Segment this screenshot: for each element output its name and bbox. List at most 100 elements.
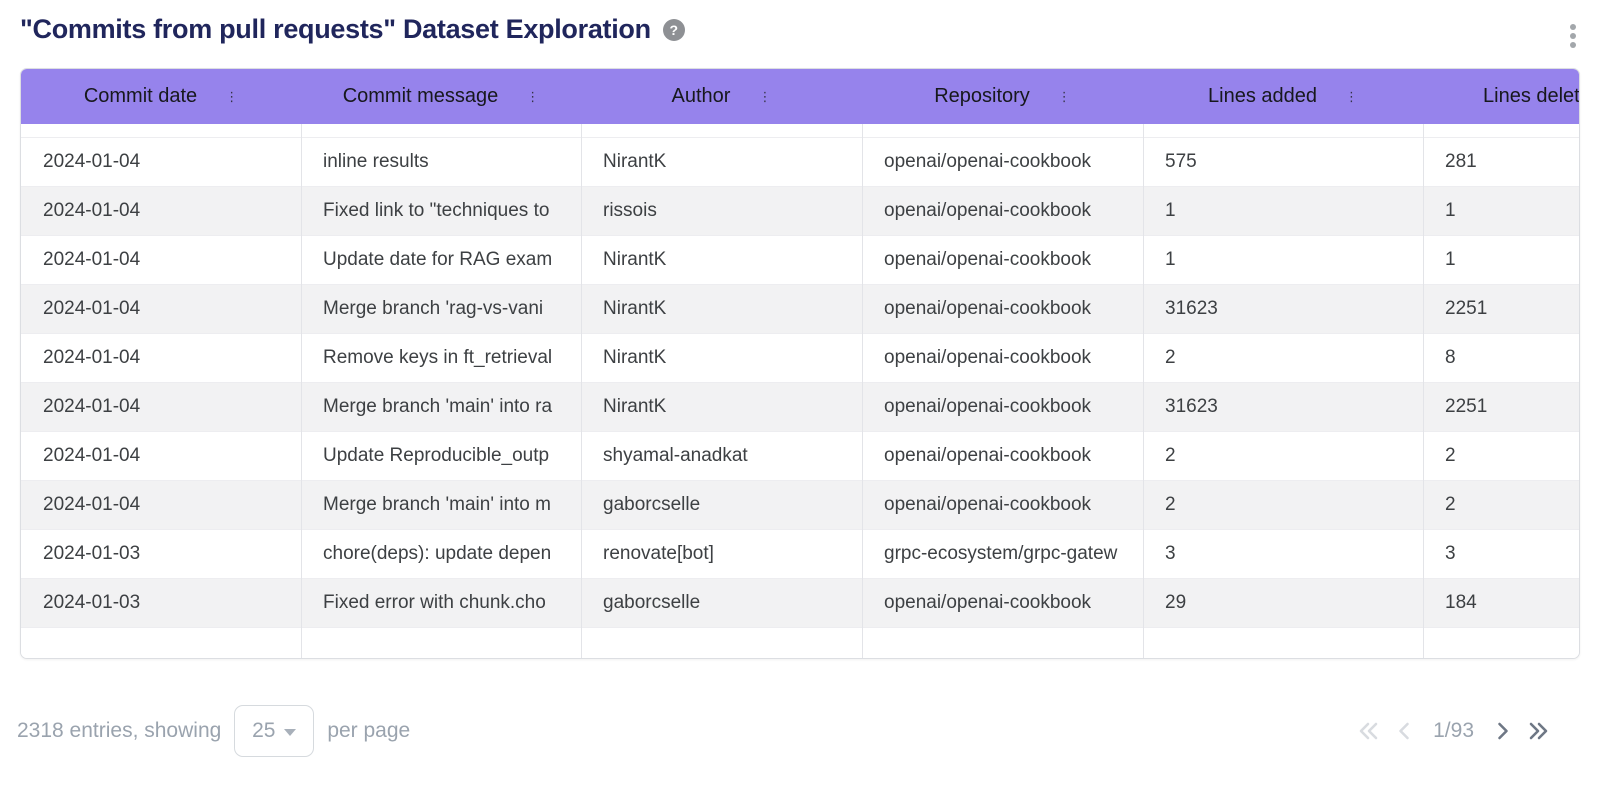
cell-lines-added: 31623	[1165, 396, 1218, 417]
cell-author: gaborcselle	[603, 494, 701, 515]
cell-author: renovate[bot]	[603, 543, 714, 564]
cell-lines-added: 31623	[1165, 298, 1218, 319]
table-row[interactable]: 2024-01-03 Fixed error with chunk.cho ga…	[21, 578, 1579, 627]
cell-repository: openai/openai-cookbook	[884, 396, 1092, 417]
column-menu-icon[interactable]: ⋮	[526, 89, 540, 104]
cell-lines-added: 2	[1165, 347, 1176, 368]
cell-commit-message: Update date for RAG exam	[323, 249, 553, 270]
cell-lines-deleted: 1	[1445, 249, 1456, 270]
cell-commit-date: 2024-01-04	[43, 494, 141, 515]
cell-lines-added: 29	[1165, 592, 1187, 613]
cell-author: NirantK	[603, 151, 667, 172]
cell-lines-deleted: 3	[1445, 543, 1456, 564]
cell-author: rissois	[603, 200, 657, 221]
cell-commit-message: chore(deps): update depen	[323, 543, 552, 564]
cell-author: NirantK	[603, 396, 667, 417]
cell-repository: openai/openai-cookbook	[884, 151, 1092, 172]
table-header-row: Commit date ⋮ Commit message ⋮ Author ⋮ …	[21, 69, 1579, 124]
cell-lines-added: 3	[1165, 543, 1176, 564]
column-menu-icon[interactable]: ⋮	[758, 89, 772, 104]
column-header-commit-date[interactable]: Commit date ⋮	[21, 69, 301, 124]
cell-commit-message: Merge branch 'rag-vs-vani	[323, 298, 544, 319]
table-row[interactable]: 2024-01-04 Update date for RAG exam Nira…	[21, 235, 1579, 284]
cell-lines-deleted: 1	[1445, 200, 1456, 221]
table-row[interactable]: 2024-01-04 Remove keys in ft_retrieval N…	[21, 333, 1579, 382]
cell-commit-date: 2024-01-03	[43, 592, 141, 613]
column-header-lines-deleted[interactable]: Lines deleted ⋮	[1423, 69, 1579, 124]
table-footer: 2318 entries, showing 25 per page 1/93	[0, 700, 1600, 762]
cell-commit-date: 2024-01-04	[43, 445, 141, 466]
table-row[interactable]: 2024-01-04 Fixed link to "techniques to …	[21, 186, 1579, 235]
cell-author: NirantK	[603, 298, 667, 319]
help-icon[interactable]: ?	[662, 18, 685, 41]
last-page-button[interactable]	[1526, 719, 1550, 743]
cell-commit-date: 2024-01-04	[43, 298, 141, 319]
cell-lines-deleted: 2251	[1445, 298, 1488, 319]
column-header-lines-added[interactable]: Lines added ⋮	[1143, 69, 1423, 124]
column-label: Commit message	[342, 85, 499, 107]
cell-lines-added: 2	[1165, 494, 1176, 515]
column-header-commit-message[interactable]: Commit message ⋮	[301, 69, 581, 124]
column-label: Repository	[934, 85, 1030, 107]
table-row[interactable]: 2024-01-04 Merge branch 'rag-vs-vani Nir…	[21, 284, 1579, 333]
table-row[interactable]: 2024-01-04 Merge branch 'main' into ra N…	[21, 382, 1579, 431]
entries-count-text: 2318 entries, showing	[17, 719, 222, 742]
cell-lines-added: 1	[1165, 249, 1176, 270]
column-menu-icon[interactable]: ⋮	[225, 89, 239, 104]
data-table: Commit date ⋮ Commit message ⋮ Author ⋮ …	[20, 68, 1580, 659]
cell-commit-message: Update Reproducible_outp	[323, 445, 550, 466]
cell-repository: openai/openai-cookbook	[884, 347, 1092, 368]
cell-lines-deleted: 184	[1445, 592, 1477, 613]
table-row[interactable]: 2024-01-04 inline results NirantK openai…	[21, 137, 1579, 186]
cell-repository: openai/openai-cookbook	[884, 249, 1092, 270]
table-bottom-fill	[21, 627, 1579, 658]
cell-commit-message: Fixed error with chunk.cho	[323, 592, 546, 613]
cell-commit-message: Merge branch 'main' into ra	[323, 396, 553, 417]
cell-commit-message: Remove keys in ft_retrieval	[323, 347, 553, 368]
cell-commit-message: Merge branch 'main' into m	[323, 494, 551, 515]
cell-repository: openai/openai-cookbook	[884, 298, 1092, 319]
table-body: 2024-01-04 inline results NirantK openai…	[21, 124, 1579, 658]
column-label: Lines added	[1208, 85, 1317, 107]
next-page-button[interactable]	[1490, 719, 1514, 743]
kebab-menu-icon[interactable]	[1568, 22, 1578, 50]
table-body-spacer	[21, 124, 1579, 137]
cell-repository: grpc-ecosystem/grpc-gatew	[884, 543, 1118, 564]
column-label: Commit date	[83, 85, 198, 107]
first-page-button[interactable]	[1357, 719, 1381, 743]
cell-lines-added: 575	[1165, 151, 1197, 172]
cell-lines-deleted: 2	[1445, 445, 1456, 466]
previous-page-button[interactable]	[1393, 719, 1417, 743]
cell-repository: openai/openai-cookbook	[884, 592, 1092, 613]
cell-author: shyamal-anadkat	[603, 445, 748, 466]
column-header-repository[interactable]: Repository ⋮	[862, 69, 1143, 124]
page-title: "Commits from pull requests" Dataset Exp…	[20, 14, 651, 44]
cell-commit-date: 2024-01-04	[43, 151, 141, 172]
cell-lines-deleted: 8	[1445, 347, 1456, 368]
cell-commit-message: Fixed link to "techniques to	[323, 200, 550, 221]
cell-lines-added: 2	[1165, 445, 1176, 466]
table-row[interactable]: 2024-01-04 Merge branch 'main' into m ga…	[21, 480, 1579, 529]
column-header-author[interactable]: Author ⋮	[581, 69, 862, 124]
cell-commit-message: inline results	[323, 151, 429, 172]
cell-author: NirantK	[603, 249, 667, 270]
cell-repository: openai/openai-cookbook	[884, 494, 1092, 515]
column-menu-icon[interactable]: ⋮	[1344, 89, 1358, 104]
cell-repository: openai/openai-cookbook	[884, 445, 1092, 466]
page-indicator: 1/93	[1433, 719, 1474, 742]
cell-commit-date: 2024-01-03	[43, 543, 141, 564]
cell-author: NirantK	[603, 347, 667, 368]
cell-lines-deleted: 2251	[1445, 396, 1488, 417]
per-page-text: per page	[327, 719, 411, 742]
column-label: Author	[671, 85, 731, 107]
cell-commit-date: 2024-01-04	[43, 249, 141, 270]
table-rows: 2024-01-04 inline results NirantK openai…	[21, 137, 1579, 627]
cell-lines-deleted: 2	[1445, 494, 1456, 515]
table-row[interactable]: 2024-01-03 chore(deps): update depen ren…	[21, 529, 1579, 578]
page-size-dropdown[interactable]: 25	[234, 705, 315, 757]
cell-repository: openai/openai-cookbook	[884, 200, 1092, 221]
titlebar: "Commits from pull requests" Dataset Exp…	[20, 14, 685, 45]
table-row[interactable]: 2024-01-04 Update Reproducible_outp shya…	[21, 431, 1579, 480]
column-menu-icon[interactable]: ⋮	[1057, 89, 1071, 104]
chevron-down-icon	[284, 728, 297, 736]
